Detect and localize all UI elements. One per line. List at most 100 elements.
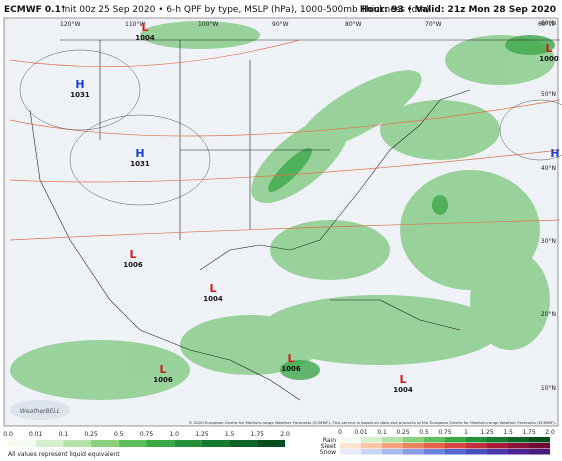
colorbar-tick: 1.25 [480, 429, 494, 436]
longitude-labels: 120°W 110°W 100°W 90°W 80°W 70°W 60°W [60, 21, 555, 28]
lon-label: 100°W [198, 21, 218, 28]
colorbar-row-label: Snow [320, 449, 336, 456]
colorbar-tick: 1.0 [169, 431, 179, 438]
colorbar-cell [445, 437, 466, 443]
lat-label: 30°N [541, 238, 556, 245]
colorbar-cell [229, 440, 258, 447]
lon-label: 60°W [538, 21, 555, 28]
title: ECMWF 0.1° [4, 5, 65, 15]
colorbar-cell [445, 449, 466, 455]
colorbar-tick: 1.5 [225, 431, 235, 438]
colorbar-row-label: Rain [323, 437, 336, 444]
pressure-centers: H1031H1031L1004L1000HL1006L1004L1006L100… [70, 21, 559, 394]
colorbar-cell [508, 449, 529, 455]
colorbar-cell [508, 437, 529, 443]
colorbar-cell [146, 440, 175, 447]
colorbar-cell [403, 449, 424, 455]
colorbar-cell [91, 440, 119, 447]
colorbar-note: All values represent liquid equivalent [8, 451, 120, 458]
colorbar-tick: 0.5 [419, 429, 429, 436]
colorbar-cell [361, 443, 382, 449]
lat-label: 50°N [541, 91, 556, 98]
colorbar-cell [340, 449, 361, 455]
colorbar-cell [466, 437, 487, 443]
center-pressure: 1006 [281, 365, 301, 373]
colorbar-tick: 1.25 [195, 431, 209, 438]
center-type: L [209, 282, 216, 295]
map: 120°W 110°W 100°W 90°W 80°W 70°W 60°W 60… [3, 17, 562, 427]
center-type: H [135, 147, 144, 160]
center-pressure: 1004 [393, 386, 413, 394]
center-pressure: 1004 [203, 295, 223, 303]
colorbar-cell [424, 437, 445, 443]
colorbar-cell [403, 443, 424, 449]
colorbar-cell [382, 449, 403, 455]
lat-label: 60°N [541, 20, 556, 27]
colorbar-tick: 2.0 [545, 429, 555, 436]
colorbar-cell [63, 440, 92, 447]
center-type: L [129, 248, 136, 261]
logo: WeatherBELL [20, 408, 60, 415]
colorbar-cell [340, 437, 361, 443]
isobars [19, 49, 562, 206]
center-pressure: 1000 [539, 55, 559, 63]
center-pressure: 1004 [135, 34, 155, 42]
lon-label: 120°W [60, 21, 80, 28]
colorbar-cell [118, 440, 147, 447]
colorbar-cell [361, 449, 382, 455]
colorbar-tick: 0.1 [59, 431, 69, 438]
coastlines [29, 39, 560, 401]
colorbar-cell [257, 440, 285, 447]
colorbar-cell [466, 443, 487, 449]
colorbar-tick: 0.5 [114, 431, 124, 438]
colorbar-cell [403, 437, 424, 443]
lon-label: 80°W [345, 21, 362, 28]
colorbar-tick: 1 [464, 429, 468, 436]
colorbar-tick: 0.25 [84, 431, 98, 438]
copyright: © 2020 European Centre for Medium-range … [189, 420, 556, 425]
colorbar-tick: 2.0 [280, 431, 290, 438]
colorbar-cell [361, 437, 382, 443]
lon-label: 70°W [425, 21, 442, 28]
colorbar-cell [340, 443, 361, 449]
subtitle: Init 00z 25 Sep 2020 • 6-h QPF by type, … [62, 5, 429, 15]
logo-badge [10, 400, 70, 420]
colorbar-tick: 0.25 [396, 429, 410, 436]
colorbar-cell [174, 440, 202, 447]
colorbar-cell [445, 443, 466, 449]
colorbar-tick: 1.5 [503, 429, 513, 436]
colorbar-tick: 0.75 [140, 431, 154, 438]
latitude-labels: 60°N 50°N 40°N 30°N 20°N 10°N [541, 20, 556, 392]
colorbar-cell [35, 440, 64, 447]
colorbar-cell [466, 449, 487, 455]
colorbar-cell [424, 443, 445, 449]
colorbar-tick: 1.75 [522, 429, 536, 436]
colorbar-tick: 1.75 [251, 431, 265, 438]
colorbar-cell [529, 437, 550, 443]
colorbar-tick: 0.0 [3, 431, 13, 438]
colorbar-cell [424, 449, 445, 455]
center-pressure: 1006 [123, 261, 143, 269]
colorbar-tick: 0.75 [438, 429, 452, 436]
center-pressure: 1031 [70, 91, 90, 99]
center-pressure: 1006 [153, 376, 173, 384]
colorbar-tick: 0 [338, 429, 342, 436]
colorbar-cell [8, 440, 36, 447]
colorbar-tick: 0.1 [377, 429, 387, 436]
center-type: L [287, 352, 294, 365]
colorbar-cell [487, 449, 508, 455]
colorbar-cell [529, 449, 550, 455]
center-type: L [545, 42, 552, 55]
lat-label: 10°N [541, 385, 556, 392]
center-type: H [550, 147, 559, 160]
lat-label: 20°N [541, 311, 556, 318]
lon-label: 110°W [125, 21, 145, 28]
center-type: L [399, 373, 406, 386]
center-type: L [159, 363, 166, 376]
lon-label: 90°W [272, 21, 289, 28]
colorbar-cell [508, 443, 529, 449]
center-type: L [141, 21, 148, 34]
